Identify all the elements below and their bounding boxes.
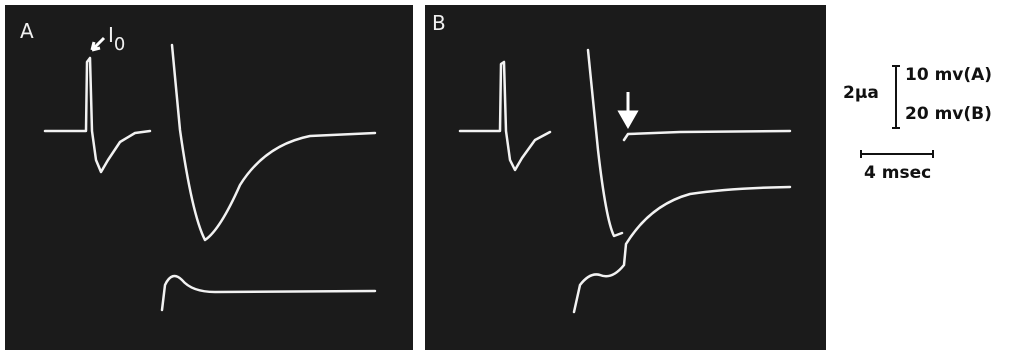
panel-label: A — [20, 19, 34, 43]
panel-b — [425, 5, 826, 350]
annotation-subscript: 0 — [114, 34, 125, 55]
scale-bar — [892, 66, 900, 128]
scale-bar — [861, 150, 933, 158]
panel-label: B — [432, 11, 446, 35]
current-scale: 2μa — [843, 83, 879, 103]
time-scale: 4 msec — [864, 163, 931, 183]
panel-a — [5, 5, 413, 350]
voltage-scale: 20 mv(B) — [905, 104, 992, 124]
figure: A I0 B 2μa 10 mv(A) 20 mv(B) 4 msec — [0, 0, 1021, 354]
voltage-scale: 10 mv(A) — [905, 65, 992, 85]
